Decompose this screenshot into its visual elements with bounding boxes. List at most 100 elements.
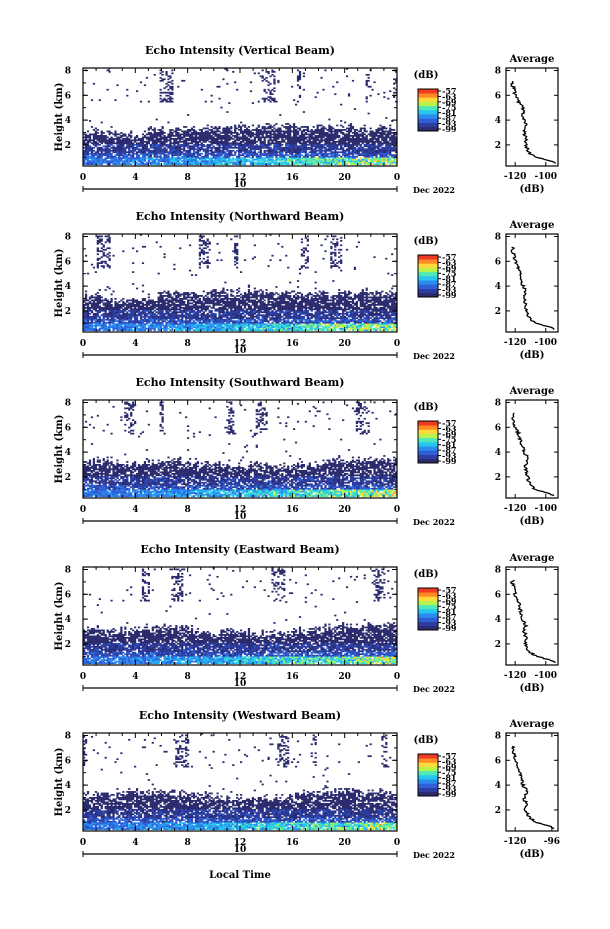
heatmap-cell <box>344 129 347 131</box>
heatmap-cell <box>220 152 223 155</box>
heatmap-cell <box>130 149 133 152</box>
heatmap-cell <box>110 136 113 139</box>
heatmap-cell <box>351 160 355 163</box>
heatmap-cell <box>147 152 150 155</box>
heatmap-cell <box>188 309 192 312</box>
heatmap-cell <box>175 157 178 160</box>
heatmap-cell <box>135 315 139 318</box>
heatmap-cell <box>102 260 105 263</box>
heatmap-cell <box>247 151 251 154</box>
heatmap-cell <box>96 312 99 315</box>
heatmap-cell <box>122 318 125 321</box>
heatmap-cell <box>285 145 288 148</box>
heatmap-cell <box>153 73 156 76</box>
heatmap-cell <box>263 158 266 161</box>
heatmap-cell <box>351 127 355 130</box>
heatmap-cell <box>296 152 300 155</box>
heatmap-cell <box>259 151 262 154</box>
heatmap-cell <box>249 146 253 149</box>
heatmap-cell <box>269 137 272 140</box>
heatmap-cell <box>206 239 209 242</box>
heatmap-cell <box>165 143 168 146</box>
heatmap-cell <box>98 306 101 309</box>
heatmap-cell <box>214 140 217 143</box>
heatmap-cell <box>255 133 258 136</box>
heatmap-cell <box>116 146 119 149</box>
heatmap-cell <box>188 302 192 305</box>
heatmap-cell <box>137 143 141 146</box>
heatmap-cell <box>147 127 150 130</box>
heatmap-cell <box>332 137 335 140</box>
heatmap-cell <box>241 160 245 163</box>
heatmap-cell <box>210 130 213 133</box>
heatmap-cell <box>194 296 198 299</box>
heatmap-cell <box>167 161 170 164</box>
heatmap-cell <box>287 126 290 128</box>
heatmap-cell <box>363 137 366 140</box>
heatmap-cell <box>187 302 190 305</box>
heatmap-cell <box>226 137 229 140</box>
heatmap-cell <box>292 149 296 152</box>
heatmap-cell <box>306 126 309 128</box>
heatmap-cell <box>134 303 137 306</box>
heatmap-cell <box>355 137 358 140</box>
heatmap-cell <box>306 148 309 151</box>
heatmap-cell <box>108 140 111 143</box>
heatmap-cell <box>324 133 327 136</box>
heatmap-cell <box>194 302 198 305</box>
heatmap-cell <box>279 136 282 139</box>
heatmap-cell <box>187 309 190 312</box>
heatmap-cell <box>204 324 207 327</box>
heatmap-cell <box>124 312 127 315</box>
heatmap-cell <box>212 142 215 145</box>
heatmap-cell <box>173 134 176 137</box>
heatmap-cell <box>88 133 92 136</box>
heatmap-cell <box>371 163 374 166</box>
heatmap-cell <box>387 145 390 148</box>
heatmap-cell <box>206 259 209 262</box>
heatmap-cell <box>175 133 178 136</box>
heatmap-cell <box>318 161 321 164</box>
heatmap-cell <box>289 134 292 137</box>
heatmap-cell <box>96 134 99 137</box>
heatmap-cell <box>88 302 92 305</box>
heatmap-cell <box>175 312 178 315</box>
heatmap-cell <box>218 130 221 133</box>
heatmap-cell <box>155 161 158 164</box>
heatmap-cell <box>169 100 172 103</box>
heatmap-cell <box>371 134 374 137</box>
heatmap-cell <box>263 99 266 101</box>
heatmap-cell <box>371 130 374 133</box>
heatmap-cell <box>157 317 160 320</box>
heatmap-cell <box>188 161 192 164</box>
heatmap-cell <box>292 154 296 157</box>
heatmap-cell <box>159 299 162 302</box>
heatmap-cell <box>118 161 121 164</box>
heatmap-cell <box>393 129 396 131</box>
heatmap-cell <box>267 140 270 143</box>
heatmap-cell <box>110 315 113 318</box>
heatmap-cell <box>251 129 254 131</box>
heatmap-cell <box>192 133 196 136</box>
heatmap-cell <box>147 327 150 330</box>
heatmap-cell <box>90 309 94 312</box>
heatmap-cell <box>183 139 186 142</box>
heatmap-cell <box>379 158 382 161</box>
heatmap-cell <box>194 327 198 330</box>
heatmap-cell <box>222 155 225 158</box>
heatmap-cell <box>243 157 247 160</box>
heatmap-cell <box>163 320 166 323</box>
heatmap-cell <box>210 126 213 128</box>
heatmap-cell <box>118 327 121 330</box>
heatmap-cell <box>161 324 164 327</box>
heatmap-cell <box>316 91 319 94</box>
heatmap-cell <box>310 143 313 146</box>
heatmap-cell <box>190 318 194 321</box>
heatmap-cell <box>383 96 386 99</box>
heatmap-cell <box>287 151 290 154</box>
heatmap-cell <box>159 323 162 326</box>
heatmap-cell <box>86 151 90 154</box>
heatmap-cell <box>122 155 125 158</box>
heatmap-cell <box>367 151 370 154</box>
heatmap-cell <box>292 151 296 154</box>
